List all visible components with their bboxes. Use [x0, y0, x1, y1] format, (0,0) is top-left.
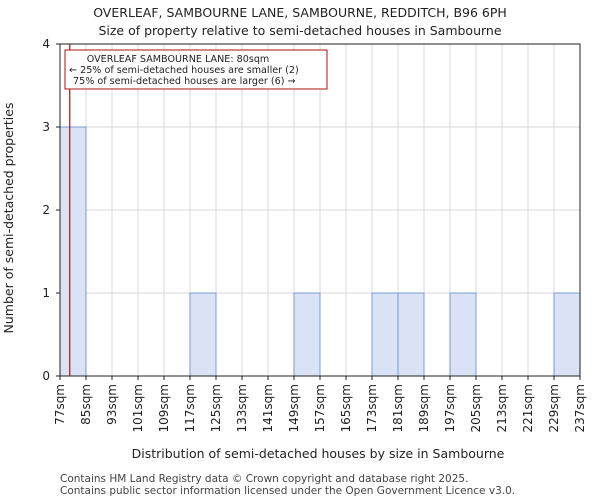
x-tick-label: 133sqm	[235, 384, 249, 432]
x-tick-label: 237sqm	[573, 384, 587, 432]
bar-229sqm	[553, 292, 581, 377]
x-tick-label: 117sqm	[183, 384, 197, 432]
x-axis-label: Distribution of semi-detached houses by …	[132, 446, 505, 461]
plot-area-frame	[59, 43, 581, 377]
x-tick-label: 213sqm	[495, 384, 509, 432]
x-tick-label: 93sqm	[105, 384, 119, 425]
y-tick-label: 2	[42, 203, 50, 217]
annotation-line-2: ← 25% of semi-detached houses are smalle…	[69, 65, 299, 76]
bar-181sqm	[397, 292, 425, 377]
annotation-line-3: 75% of semi-detached houses are larger (…	[73, 76, 296, 87]
x-tick-label: 173sqm	[365, 384, 379, 432]
x-tick-label: 165sqm	[339, 384, 353, 432]
bar-149sqm	[293, 292, 321, 377]
footer-line-2: Contains public sector information licen…	[60, 485, 515, 497]
x-tick-label: 189sqm	[417, 384, 431, 432]
x-tick-label: 221sqm	[521, 384, 535, 432]
y-tick-label: 1	[42, 286, 50, 300]
bar-117sqm	[189, 292, 217, 377]
x-tick-label: 149sqm	[287, 384, 301, 432]
x-tick-label: 229sqm	[547, 384, 561, 432]
chart-title: OVERLEAF, SAMBOURNE LANE, SAMBOURNE, RED…	[93, 5, 507, 20]
y-ticks: 0 1 2 3 4	[42, 37, 60, 383]
y-tick-label: 0	[42, 369, 50, 383]
x-tick-label: 197sqm	[443, 384, 457, 432]
bar-173sqm	[371, 292, 399, 377]
annotation-box: OVERLEAF SAMBOURNE LANE: 80sqm ← 25% of …	[64, 49, 328, 90]
x-tick-label: 205sqm	[469, 384, 483, 432]
x-ticks: 77sqm 85sqm 93sqm 101sqm 109sqm 117sqm 125sqm 1…	[53, 376, 587, 432]
annotation-frame	[64, 49, 328, 90]
bar-197sqm	[449, 292, 477, 377]
y-tick-label: 4	[42, 37, 50, 51]
chart-subtitle: Size of property relative to semi-detach…	[98, 23, 501, 38]
x-tick-label: 101sqm	[131, 384, 145, 432]
footer-line-1: Contains HM Land Registry data © Crown c…	[60, 473, 468, 485]
x-tick-label: 125sqm	[209, 384, 223, 432]
y-tick-label: 3	[42, 120, 50, 134]
x-tick-label: 181sqm	[391, 384, 405, 432]
x-tick-label: 85sqm	[79, 384, 93, 425]
x-tick-label: 141sqm	[261, 384, 275, 432]
x-tick-label: 157sqm	[313, 384, 327, 432]
annotation-line-1: OVERLEAF SAMBOURNE LANE: 80sqm	[87, 54, 270, 65]
x-tick-label: 109sqm	[157, 384, 171, 432]
y-axis-label: Number of semi-detached properties	[1, 103, 16, 334]
x-tick-label: 77sqm	[53, 384, 67, 425]
bar-77sqm	[59, 126, 87, 377]
